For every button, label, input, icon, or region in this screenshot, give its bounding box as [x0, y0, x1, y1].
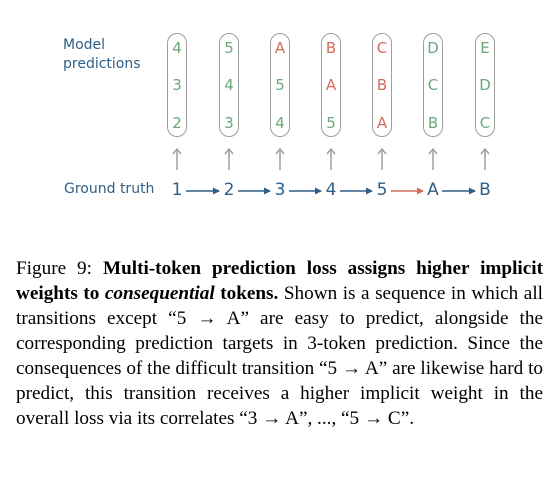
ground-truth-token: 5: [376, 180, 388, 200]
predicted-token: 4: [172, 39, 182, 57]
predicted-token: A: [376, 114, 388, 132]
figure-diagram: Model predictions 4 3 2 5 4 3 A 5 4 B A 5 C B A D C B E D C …: [0, 0, 554, 225]
predicted-token: B: [427, 114, 439, 132]
up-arrow-icon: [377, 148, 387, 170]
prediction-column: E D C: [475, 33, 495, 137]
ground-truth-token: A: [427, 180, 439, 200]
predicted-token: A: [325, 76, 337, 94]
transition-arrow-icon: [238, 187, 271, 195]
predicted-token: 3: [224, 114, 234, 132]
predicted-token: C: [479, 114, 491, 132]
prediction-column: C B A: [372, 33, 392, 137]
predicted-token: B: [376, 76, 388, 94]
prediction-column: 5 4 3: [219, 33, 239, 137]
caption-body: Shown is a sequence in which all transit…: [16, 283, 543, 429]
predicted-token: C: [376, 39, 388, 57]
transition-arrow-icon: [340, 187, 373, 195]
predicted-token: 4: [275, 114, 285, 132]
up-arrow-icon: [275, 148, 285, 170]
prediction-column: A 5 4: [270, 33, 290, 137]
predicted-token: 5: [224, 39, 234, 57]
prediction-column: 4 3 2: [167, 33, 187, 137]
predicted-token: A: [274, 39, 286, 57]
up-arrow-icon: [172, 148, 182, 170]
transition-arrow-icon: [186, 187, 220, 195]
ground-truth-token: 2: [223, 180, 235, 200]
transition-arrow-icon: [442, 187, 476, 195]
hard-transition-arrow-icon: [391, 187, 424, 195]
ground-truth-token: 4: [325, 180, 337, 200]
ground-truth-token: 3: [274, 180, 286, 200]
predicted-token: 5: [326, 114, 336, 132]
caption-title-emphasis: consequential: [104, 283, 215, 304]
figure-caption: Figure 9: Multi-token prediction loss as…: [16, 256, 543, 431]
transition-arrow-icon: [289, 187, 322, 195]
caption-title-part-1: Multi-token prediction loss assigns high…: [16, 258, 543, 304]
up-arrow-icon: [326, 148, 336, 170]
ground-truth-token: B: [479, 180, 491, 200]
up-arrow-icon: [480, 148, 490, 170]
predicted-token: 5: [275, 76, 285, 94]
predicted-token: D: [427, 39, 439, 57]
predicted-token: 3: [172, 76, 182, 94]
up-arrow-icon: [428, 148, 438, 170]
model-predictions-label: Model predictions: [63, 37, 141, 72]
prediction-column: D C B: [423, 33, 443, 137]
ground-truth-token: 1: [171, 180, 183, 200]
predicted-token: B: [325, 39, 337, 57]
predicted-token: C: [427, 76, 439, 94]
predicted-token: 2: [172, 114, 182, 132]
up-arrow-icon: [224, 148, 234, 170]
ground-truth-label: Ground truth: [64, 181, 155, 197]
caption-title-part-2: tokens.: [214, 283, 279, 304]
predicted-token: 4: [224, 76, 234, 94]
predicted-token: D: [479, 76, 491, 94]
predicted-token: E: [480, 39, 490, 57]
prediction-column: B A 5: [321, 33, 341, 137]
caption-prefix: Figure 9:: [16, 258, 103, 279]
